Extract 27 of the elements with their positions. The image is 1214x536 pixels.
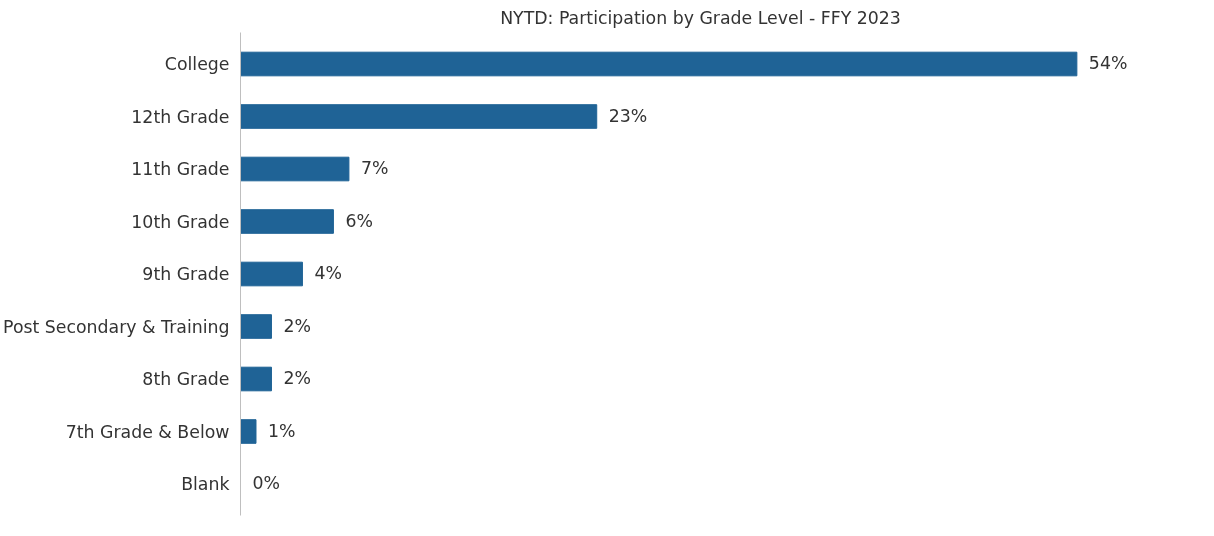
bar	[240, 156, 350, 182]
bar	[240, 104, 598, 129]
bar	[240, 419, 257, 444]
data-label: 7%	[360, 158, 389, 178]
y-tick-label: 12th Grade	[131, 106, 230, 127]
y-tick-label: Blank	[181, 474, 230, 494]
bar	[240, 314, 272, 339]
y-tick-label: 9th Grade	[142, 264, 230, 284]
data-label: 0%	[252, 473, 280, 493]
y-tick-label: 8th Grade	[142, 369, 230, 389]
data-label: 1%	[267, 420, 296, 441]
data-label: 2%	[283, 315, 311, 336]
chart-title: NYTD: Participation by Grade Level - FFY 2023	[500, 7, 901, 28]
data-label: 23%	[608, 105, 648, 126]
bar	[240, 209, 334, 234]
y-tick-label: 11th Grade	[131, 159, 230, 179]
data-label: 2%	[283, 368, 311, 388]
y-tick-label: Post Secondary & Training	[3, 316, 230, 337]
data-label: 4%	[314, 263, 342, 283]
y-tick-label: 7th Grade & Below	[65, 421, 230, 442]
data-label: 54%	[1088, 53, 1128, 73]
bar	[240, 51, 1078, 77]
bar	[240, 261, 303, 287]
bar	[240, 366, 272, 392]
y-tick-label: 10th Grade	[131, 211, 230, 232]
y-tick-label: College	[164, 54, 230, 74]
data-label: 6%	[345, 210, 373, 231]
